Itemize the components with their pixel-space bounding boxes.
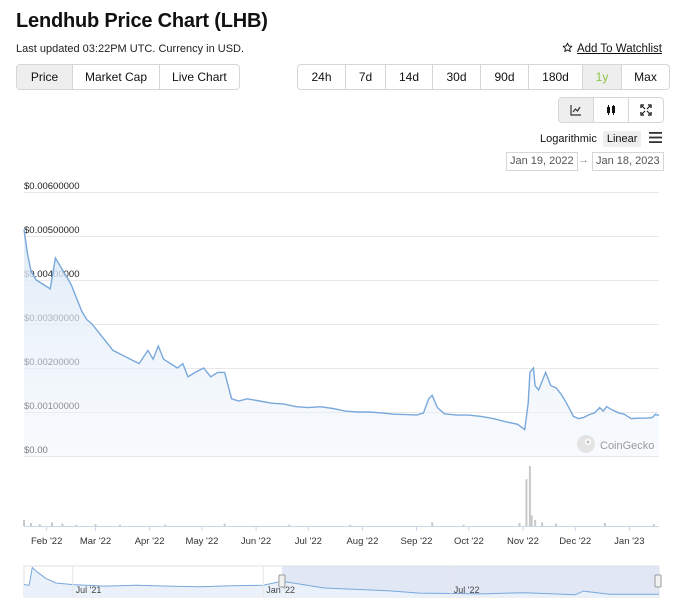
linear-option[interactable]: Linear: [602, 131, 642, 147]
watermark-text: CoinGecko: [600, 439, 655, 452]
navigator-area: [24, 567, 659, 597]
view-tabs: Price Market Cap Live Chart: [16, 64, 240, 90]
tab-market-cap[interactable]: Market Cap: [73, 65, 161, 89]
volume-bar: [23, 520, 25, 526]
last-updated-text: Last updated 03:22PM UTC. Currency in US…: [16, 43, 245, 55]
range-max-button[interactable]: Max: [634, 70, 657, 84]
hamburger-menu-icon[interactable]: [649, 132, 663, 146]
volume-bar: [164, 524, 167, 526]
x-tick-label: Jul '22: [295, 536, 322, 547]
navigator-tick-label: Jan '22: [266, 585, 295, 595]
date-range-arrow: →: [578, 154, 589, 166]
tab-live-chart[interactable]: Live Chart: [172, 70, 227, 84]
candlestick-chart-button[interactable]: [594, 98, 629, 122]
volume-bar: [528, 466, 531, 526]
scale-toggle: Logarithmic Linear: [536, 131, 663, 147]
range-7d-button[interactable]: 7d: [346, 65, 386, 89]
coingecko-watermark: CoinGecko: [576, 434, 654, 457]
navigator-line: [23, 566, 659, 596]
tab-price[interactable]: Price: [17, 65, 73, 89]
x-tick-label: Jan '23: [614, 536, 644, 547]
volume-bar: [223, 523, 226, 526]
range-30d-button[interactable]: 30d: [433, 65, 481, 89]
date-from-input[interactable]: Jan 19, 2022: [506, 152, 578, 171]
x-tick-label: Sep '22: [401, 536, 433, 547]
volume-bar: [29, 523, 32, 526]
fullscreen-button[interactable]: [629, 98, 663, 122]
navigator-handle[interactable]: [278, 574, 286, 588]
volume-bar: [530, 515, 533, 526]
y-tick-label: $0.00600000: [24, 181, 79, 192]
volume-bar: [38, 524, 41, 526]
fullscreen-icon: [640, 104, 652, 116]
x-tick-label: Dec '22: [559, 536, 591, 547]
volume-bar: [61, 523, 64, 526]
y-tick-label: $0.00500000: [24, 225, 79, 236]
x-tick-label: May '22: [185, 536, 218, 547]
navigator-tick-label: Jul '22: [454, 585, 480, 595]
volume-bar: [518, 523, 521, 526]
volume-bar: [525, 479, 528, 526]
candlestick-icon: [605, 104, 617, 116]
add-to-watchlist-link[interactable]: Add To Watchlist: [562, 42, 662, 56]
volume-bar: [555, 523, 558, 526]
navigator-tick-label: Jul '21: [76, 585, 102, 595]
range-90d-button[interactable]: 90d: [481, 65, 529, 89]
price-area: [24, 229, 659, 456]
star-icon: [562, 42, 573, 56]
x-tick-label: Mar '22: [80, 536, 111, 547]
coingecko-logo-icon: [576, 434, 596, 457]
volume-bar: [288, 524, 291, 526]
range-180d-button[interactable]: 180d: [529, 65, 583, 89]
watchlist-label: Add To Watchlist: [576, 43, 662, 55]
range-1y-button[interactable]: 1y: [583, 65, 622, 89]
x-tick-label: Feb '22: [31, 536, 62, 547]
x-tick-label: Apr '22: [135, 536, 165, 547]
x-tick-label: Jun '22: [241, 536, 271, 547]
volume-bar: [75, 524, 78, 526]
time-range-selector: 24h 7d 14d 30d 90d 180d 1y Max: [297, 64, 670, 90]
volume-bar: [652, 524, 655, 526]
x-tick-label: Aug '22: [346, 536, 378, 547]
logarithmic-option[interactable]: Logarithmic: [540, 133, 597, 145]
navigator-handle[interactable]: [654, 574, 662, 588]
x-tick-label: Nov '22: [507, 536, 539, 547]
line-chart-icon: [570, 104, 582, 116]
x-tick-label: Oct '22: [454, 536, 484, 547]
price-line: [23, 229, 660, 431]
volume-bar: [94, 524, 97, 526]
volume-bar: [462, 524, 465, 526]
volume-bar: [50, 522, 53, 526]
chart-type-selector: [558, 97, 664, 123]
date-to-input[interactable]: Jan 18, 2023: [592, 152, 664, 171]
range-24h-button[interactable]: 24h: [298, 65, 346, 89]
volume-bar: [431, 522, 434, 526]
page-title: Lendhub Price Chart (LHB): [16, 10, 268, 32]
y-tick-label: $0.00400000: [24, 269, 79, 280]
volume-bar: [349, 524, 352, 526]
volume-bar: [118, 524, 121, 526]
volume-bar: [541, 522, 544, 526]
volume-bar: [603, 523, 606, 526]
range-14d-button[interactable]: 14d: [386, 65, 433, 89]
volume-bar: [534, 520, 537, 526]
line-chart-button[interactable]: [559, 98, 594, 122]
